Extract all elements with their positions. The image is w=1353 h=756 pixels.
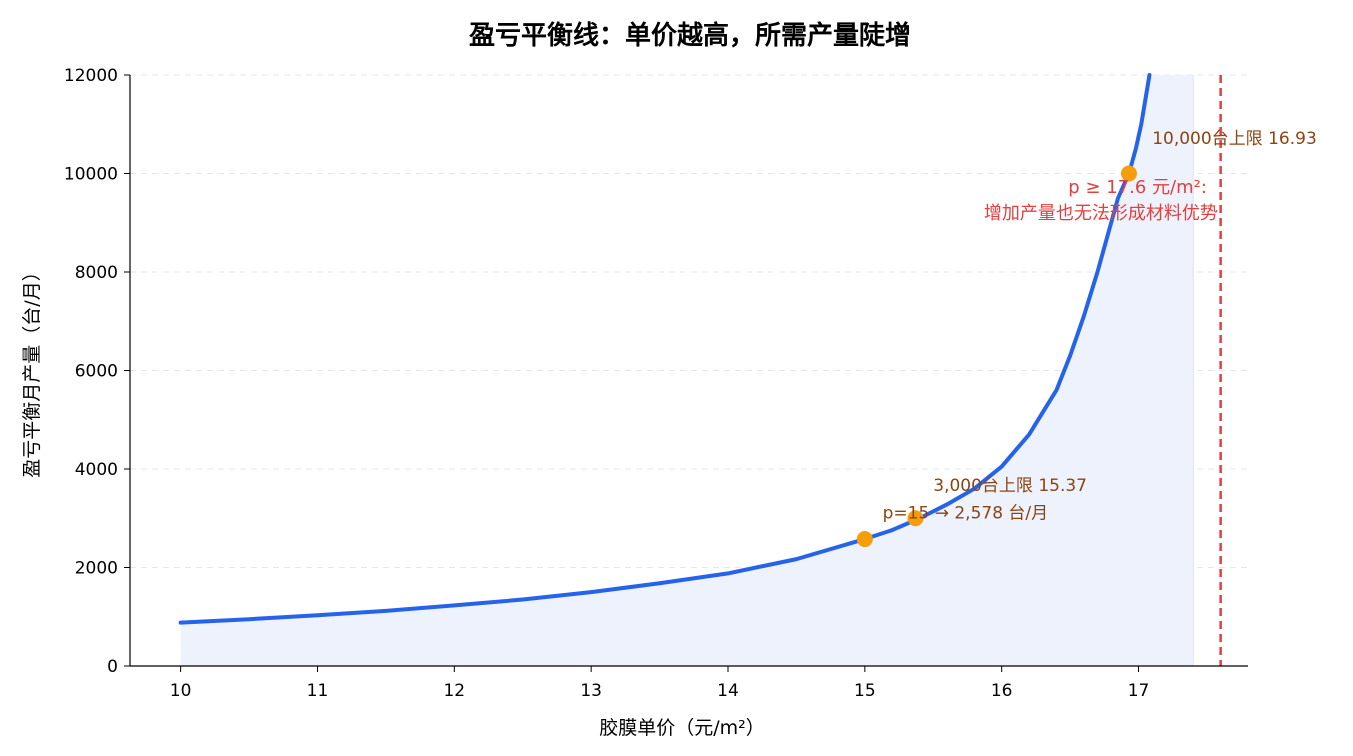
annotation-label: 3,000台上限 15.37 [933, 476, 1087, 496]
x-tick-label: 15 [854, 681, 876, 701]
series-area-fill [180, 75, 1194, 666]
x-tick-label: 13 [580, 681, 602, 701]
x-tick-label: 17 [1128, 681, 1150, 701]
y-tick-label: 2000 [75, 559, 118, 579]
annotation-label: p ≥ 17.6 元/m²: [1068, 177, 1207, 198]
x-tick-label: 16 [991, 681, 1013, 701]
highlight-point [907, 510, 924, 527]
y-axis-label: 盈亏平衡月产量（台/月） [21, 262, 43, 477]
y-tick-label: 12000 [64, 66, 118, 86]
y-tick-label: 4000 [75, 460, 118, 480]
series-line [178, 73, 1152, 625]
y-tick-label: 8000 [75, 263, 118, 283]
chart-title: 盈亏平衡线：单价越高，所需产量陡增 [468, 20, 911, 51]
y-tick-label: 0 [107, 657, 118, 677]
annotation-label: 10,000台上限 16.93 [1152, 129, 1317, 149]
x-tick-label: 12 [443, 681, 465, 701]
highlight-point [1120, 165, 1137, 182]
x-tick-label: 11 [307, 681, 329, 701]
plot-area: 10 11 12 13 14 15 16 17 0 2000 4000 6000 8000 10000 12… [64, 66, 1317, 701]
x-axis-label: 胶膜单价（元/m²） [599, 717, 765, 739]
y-tick-label: 10000 [64, 165, 118, 185]
y-tick-label: 6000 [75, 362, 118, 382]
annotation-label: 增加产量也无法形成材料优势 [984, 203, 1218, 224]
x-tick-label: 10 [170, 681, 192, 701]
annotation-label: p=15 → 2,578 台/月 [883, 503, 1049, 523]
highlight-point [856, 531, 873, 548]
x-tick-label: 14 [717, 681, 739, 701]
